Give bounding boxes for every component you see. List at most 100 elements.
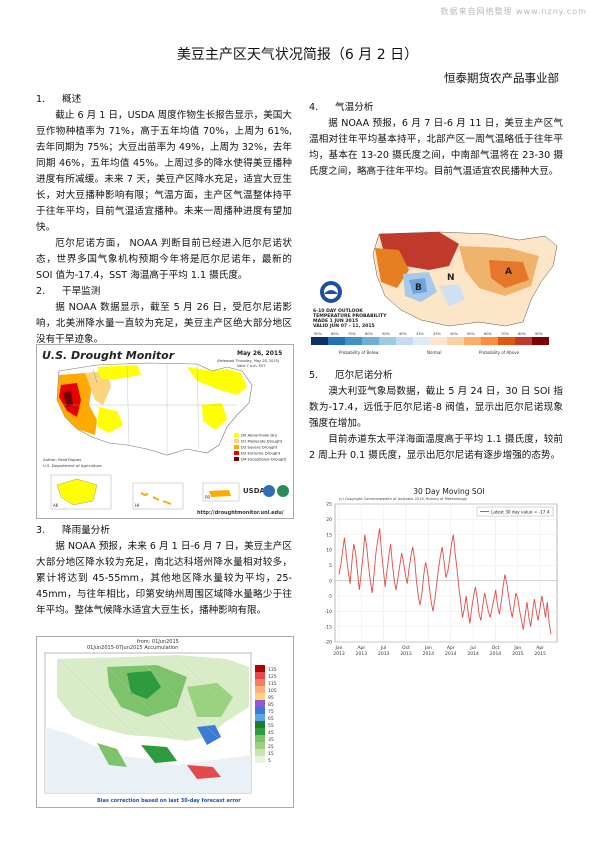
drought-area-southeast: [202, 403, 227, 430]
hawaii-shape: [140, 492, 172, 505]
drought-legend: D0 Abnormally Dry D1 Moderate Drought D2…: [234, 433, 287, 462]
soi-y-tick-label: 25: [326, 502, 332, 508]
scale-below-80: [328, 337, 345, 345]
label-below: B: [415, 283, 422, 293]
scale-115: [255, 679, 265, 686]
scale-label: 75: [268, 709, 274, 715]
soi-x-tick-year: 2013: [378, 651, 390, 657]
soi-x-tick-year: 2014: [467, 651, 479, 657]
usda-logo-text: USDA: [243, 487, 266, 495]
scale-label: 85: [268, 702, 274, 708]
soi-y-tick-label: 15: [326, 532, 332, 538]
temp-map-header: 6-10 DAY OUTLOOK: [313, 308, 363, 314]
drought-area-north: [97, 365, 141, 379]
rainfall-map: from: 01Jun2015 01Jun2015-07Jun2015 Accu…: [36, 636, 294, 808]
section-1: 1. 概述 截止 6 月 1 日，USDA 周度作物生长报告显示，美国大豆作物种植…: [36, 92, 292, 348]
noaa-logo-bird: [324, 290, 338, 294]
legend-swatch-d2: [234, 445, 239, 449]
soi-series-line: [338, 528, 552, 635]
rain-map-subtitle: 01Jun2015-07Jun2015 Accumulation: [87, 645, 178, 651]
soi-legend-label: Latest 30 day value = -17.4: [491, 510, 550, 515]
scale-label: 25: [268, 744, 274, 750]
section-heading: 3. 降雨量分析: [36, 525, 110, 536]
paragraph: 据 NOAA 数据显示，截至 5 月 26 日，受厄尔尼诺影响，北美洲降水量一直…: [36, 302, 292, 345]
soi-x-tick-label: Jul: [469, 645, 475, 651]
drought-area-idaho: [85, 371, 111, 405]
rain-map-caption: from: 01Jun2015: [137, 639, 179, 645]
paragraph: 据 NOAA 预报，6 月 7 日-6 月 11 日，美豆主产区气温相对往年平均…: [309, 118, 563, 177]
scale-15: [255, 749, 265, 756]
scale-above-70: [498, 337, 515, 345]
soi-x-tick-label: Apr: [447, 645, 455, 651]
scale-label: 33%: [433, 332, 441, 336]
section-heading: 2. 干旱监测: [36, 286, 101, 297]
scale-below-33: [413, 337, 430, 345]
state-lines: [59, 363, 237, 453]
soi-x-tick-label: Jan: [513, 645, 521, 651]
scale-label: 40%: [399, 332, 407, 336]
scale-below-60: [362, 337, 379, 345]
scale-label: 50%: [467, 332, 475, 336]
label-above: A: [505, 267, 512, 277]
temp-scale: 90% 80% 70% 60% 50% 40% 33% 33% 40% 50% …: [311, 332, 549, 345]
scale-above-80: [515, 337, 532, 345]
soi-legend-box: [476, 506, 554, 517]
soi-y-tick-label: -5: [328, 594, 333, 600]
scale-label: 40%: [450, 332, 458, 336]
soi-x-tick-label: Jul: [380, 645, 386, 651]
drought-area-exceptional: [63, 391, 73, 407]
temp-map-header: VALID JUN 07 - 11, 2015: [313, 323, 375, 329]
soi-x-tick-label: Apr: [357, 645, 365, 651]
watermark: 数据来自网络整理 www.nzny.com: [440, 7, 587, 16]
section-5: 5. 厄尔尼诺分析 澳大利亚气象局数据，截止 5 月 24 日，30 日 SOI …: [309, 368, 563, 464]
drought-area-northeast: [187, 367, 247, 395]
legend-swatch-d4: [234, 457, 239, 461]
drought-map-valid: Valid 7 a.m. EST: [237, 364, 266, 368]
scale-below-90: [311, 337, 328, 345]
soi-x-tick-label: Jan: [335, 645, 343, 651]
legend-swatch-d3: [234, 451, 239, 455]
rain-area-mexico: [141, 745, 177, 763]
scale-label: 80%: [518, 332, 526, 336]
soi-y-tick-label: 0: [329, 578, 332, 584]
legend-label-d2: D2 Severe Drought: [241, 445, 278, 450]
rain-grid: [56, 656, 218, 738]
section-heading: 1. 概述: [36, 94, 82, 105]
scale-135: [255, 665, 265, 672]
puerto-rico-label: PR: [205, 495, 210, 500]
probability-below-label: Probability of Below: [339, 350, 379, 355]
soi-x-tick-year: 2013: [333, 651, 345, 657]
scale-label: 125: [268, 674, 277, 680]
soi-chart: 30 Day Moving SOI (c) Copyright Commonwe…: [309, 486, 563, 666]
scale-85: [255, 700, 265, 707]
scale-label: 70%: [501, 332, 509, 336]
scale-label: 15: [268, 751, 274, 757]
soi-x-tick-year: 2014: [445, 651, 457, 657]
section-heading: 4. 气温分析: [309, 102, 374, 113]
soi-y-tick-label: 5: [329, 563, 332, 569]
legend-label-d1: D1 Moderate Drought: [241, 439, 283, 444]
unl-logo: [277, 485, 289, 497]
scale-label: 80%: [331, 332, 339, 336]
scale-label: 95: [268, 695, 274, 701]
soi-y-tick-label: 10: [326, 548, 332, 554]
scale-above-90: [532, 337, 549, 345]
soi-y-axis: 25 20 15 10 5 0 -5 -10 -15 -20: [325, 502, 332, 646]
above-area-west: [375, 248, 409, 288]
scale-above-40: [447, 337, 464, 345]
rain-area-dakotas: [127, 671, 161, 699]
soi-chart-copyright: (c) Copyright Commonwealth of Australia …: [339, 497, 468, 501]
soi-y-tick-label: 20: [326, 517, 332, 523]
scale-label: 65: [268, 716, 274, 722]
rain-map-footer: Bias correction based on last 30-day for…: [97, 798, 241, 804]
scale-label: 60%: [365, 332, 373, 336]
soi-chart-title: 30 Day Moving SOI: [413, 487, 484, 496]
paragraph: 据 NOAA 预报，未来 6 月 1 日-6 月 7 日，美豆主产区大部分地区降…: [36, 541, 292, 616]
legend-label-d0: D0 Abnormally Dry: [241, 433, 278, 438]
soi-x-tick-year: 2014: [490, 651, 502, 657]
scale-label: 115: [268, 681, 277, 687]
normal-label: Normal: [427, 350, 441, 355]
scale-label: 33%: [416, 332, 424, 336]
section-heading: 5. 厄尔尼诺分析: [309, 370, 393, 381]
scale-label: 50%: [382, 332, 390, 336]
